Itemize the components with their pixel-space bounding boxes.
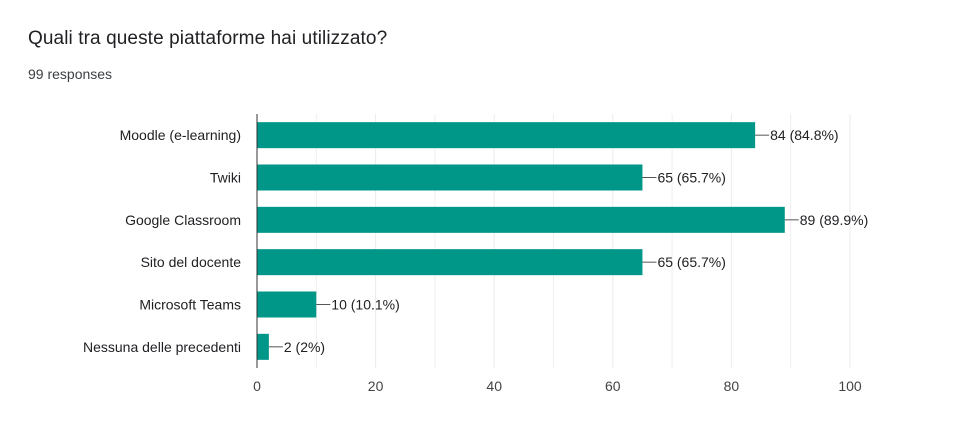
category-label: Nessuna delle precedenti [83,339,241,355]
bar [257,291,317,318]
bar [257,249,643,276]
category-label: Microsoft Teams [139,297,241,313]
data-label: 65 (65.7%) [657,254,725,270]
bar [257,333,269,360]
data-label: 65 (65.7%) [657,170,725,186]
bar [257,164,643,191]
data-label: 2 (2%) [284,339,325,355]
x-tick-label: 0 [253,378,261,394]
category-label: Moodle (e-learning) [120,127,241,143]
bar [257,206,785,233]
category-label: Sito del docente [141,254,242,270]
response-count: 99 responses [28,66,113,82]
data-label: 84 (84.8%) [770,127,838,143]
x-tick-label: 60 [605,378,621,394]
x-tick-label: 100 [838,378,862,394]
data-label: 89 (89.9%) [800,212,868,228]
x-tick-label: 20 [368,378,384,394]
category-label: Twiki [210,170,241,186]
x-tick-label: 80 [724,378,740,394]
question-title: Quali tra queste piattaforme hai utilizz… [28,28,388,49]
bar [257,122,756,149]
data-label: 10 (10.1%) [331,297,399,313]
x-tick-label: 40 [486,378,502,394]
category-label: Google Classroom [125,212,241,228]
